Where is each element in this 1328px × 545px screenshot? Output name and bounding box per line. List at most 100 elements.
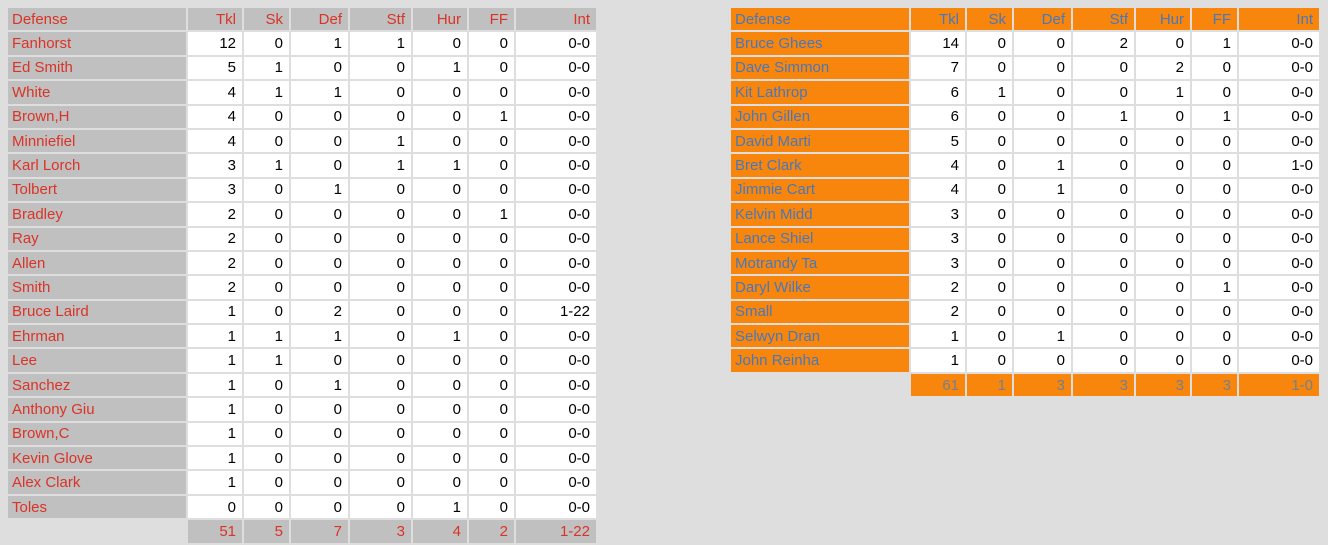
stat-cell: 1 — [188, 349, 242, 372]
player-row: Alex Clark 1 0 0 0 0 0 0-0 — [8, 471, 596, 494]
player-row: Jimmie Cart 4 0 1 0 0 0 0-0 — [731, 178, 1319, 202]
stat-cell: 0 — [1136, 129, 1190, 153]
player-row: Dave Simmon 7 0 0 0 2 0 0-0 — [731, 56, 1319, 80]
stat-cell: 0 — [1014, 105, 1071, 128]
stat-cell: 0 — [1014, 300, 1071, 324]
stat-cell: 0 — [244, 422, 289, 446]
stat-cell: 0 — [1014, 276, 1071, 299]
stat-cell: 0 — [469, 227, 514, 250]
player-row: Karl Lorch 3 1 0 1 1 0 0-0 — [8, 154, 596, 177]
stat-cell: 0 — [967, 154, 1012, 177]
player-row: Lance Shiel 3 0 0 0 0 0 0-0 — [731, 227, 1319, 250]
stat-cell: 0-0 — [1239, 276, 1319, 299]
stat-cell: 5 — [188, 56, 242, 80]
player-name-cell: Daryl Wilke — [731, 276, 909, 299]
stat-cell: 1 — [188, 471, 242, 494]
stat-cell: 0-0 — [516, 81, 596, 104]
stat-cell: 0 — [413, 422, 467, 446]
stat-cell: 0 — [967, 325, 1012, 348]
stat-cell: 4 — [188, 81, 242, 104]
stat-cell: 0 — [188, 495, 242, 519]
player-name-cell: Bruce Laird — [8, 300, 186, 324]
player-row: Anthony Giu 1 0 0 0 0 0 0-0 — [8, 398, 596, 421]
stat-cell: 1 — [1014, 325, 1071, 348]
stat-cell: 0 — [1014, 56, 1071, 80]
player-name-cell: David Marti — [731, 129, 909, 153]
stat-cell: 0 — [291, 471, 348, 494]
player-row: Bret Clark 4 0 1 0 0 0 1-0 — [731, 154, 1319, 177]
stat-cell: 0 — [967, 251, 1012, 275]
stat-cell: 0 — [967, 300, 1012, 324]
stat-cell: 0-0 — [516, 251, 596, 275]
stat-cell: 1 — [244, 81, 289, 104]
column-header-defense: Defense — [8, 8, 186, 31]
header-row: Defense Tkl Sk Def Stf Hur FF Int — [731, 8, 1319, 31]
stat-cell: 0-0 — [516, 56, 596, 80]
stat-cell: 0 — [1136, 349, 1190, 372]
player-name-cell: Lee — [8, 349, 186, 372]
stat-cell: 0 — [469, 129, 514, 153]
stat-cell: 0 — [291, 447, 348, 470]
player-name-cell: Small — [731, 300, 909, 324]
stat-cell: 1 — [188, 398, 242, 421]
stat-cell: 0 — [413, 32, 467, 55]
stat-cell: 0 — [469, 373, 514, 397]
player-name-cell: Smith — [8, 276, 186, 299]
player-row: Toles 0 0 0 0 1 0 0-0 — [8, 495, 596, 519]
stat-cell: 0 — [1136, 276, 1190, 299]
stat-cell: 5 — [911, 129, 965, 153]
stat-cell: 1 — [1192, 32, 1237, 55]
player-row: Selwyn Dran 1 0 1 0 0 0 0-0 — [731, 325, 1319, 348]
stat-cell: 1 — [244, 56, 289, 80]
stat-cell: 0 — [413, 129, 467, 153]
stat-cell: 0 — [967, 203, 1012, 226]
stat-cell: 1 — [469, 105, 514, 128]
player-row: Bruce Laird 1 0 2 0 0 0 1-22 — [8, 300, 596, 324]
stat-cell: 0 — [413, 276, 467, 299]
column-header-hur: Hur — [1136, 8, 1190, 31]
player-name-cell: Bret Clark — [731, 154, 909, 177]
stat-cell: 0 — [1073, 325, 1134, 348]
player-name-cell: John Gillen — [731, 105, 909, 128]
stat-cell: 0-0 — [1239, 32, 1319, 55]
stat-cell: 0 — [1014, 81, 1071, 104]
stat-cell: 0 — [469, 495, 514, 519]
stat-cell: 2 — [188, 227, 242, 250]
stat-cell: 0 — [244, 203, 289, 226]
stat-cell: 0-0 — [516, 32, 596, 55]
player-row: Bruce Ghees 14 0 0 2 0 1 0-0 — [731, 32, 1319, 55]
stat-cell: 0-0 — [1239, 251, 1319, 275]
stat-cell: 0-0 — [1239, 227, 1319, 250]
stat-cell: 0 — [967, 56, 1012, 80]
player-row: Sanchez 1 0 1 0 0 0 0-0 — [8, 373, 596, 397]
stat-cell: 0 — [291, 276, 348, 299]
stat-cell: 0 — [1014, 32, 1071, 55]
stat-cell: 0 — [967, 129, 1012, 153]
stat-cell: 0 — [413, 398, 467, 421]
stat-cell: 2 — [911, 300, 965, 324]
stat-cell: 0 — [1014, 251, 1071, 275]
totals-spacer-cell — [8, 520, 186, 542]
stat-cell: 0 — [1136, 32, 1190, 55]
stat-cell: 2 — [1136, 56, 1190, 80]
player-name-cell: Brown,H — [8, 105, 186, 128]
player-row: Ehrman 1 1 1 0 1 0 0-0 — [8, 325, 596, 348]
stat-cell: 0 — [350, 203, 411, 226]
stat-cell: 0-0 — [516, 178, 596, 202]
stat-cell: 0 — [291, 227, 348, 250]
stat-cell: 0 — [1136, 203, 1190, 226]
column-header-tkl: Tkl — [911, 8, 965, 31]
stat-cell: 0 — [967, 105, 1012, 128]
player-row: Motrandy Ta 3 0 0 0 0 0 0-0 — [731, 251, 1319, 275]
column-header-defense: Defense — [731, 8, 909, 31]
stat-cell: 0 — [350, 422, 411, 446]
stat-cell: 0 — [291, 154, 348, 177]
stat-cell: 1 — [1192, 105, 1237, 128]
stat-cell: 0 — [1136, 178, 1190, 202]
player-name-cell: Jimmie Cart — [731, 178, 909, 202]
stat-cell: 0 — [291, 56, 348, 80]
stat-cell: 0 — [469, 56, 514, 80]
column-header-def: Def — [291, 8, 348, 31]
stat-cell: 0 — [350, 349, 411, 372]
player-name-cell: Allen — [8, 251, 186, 275]
